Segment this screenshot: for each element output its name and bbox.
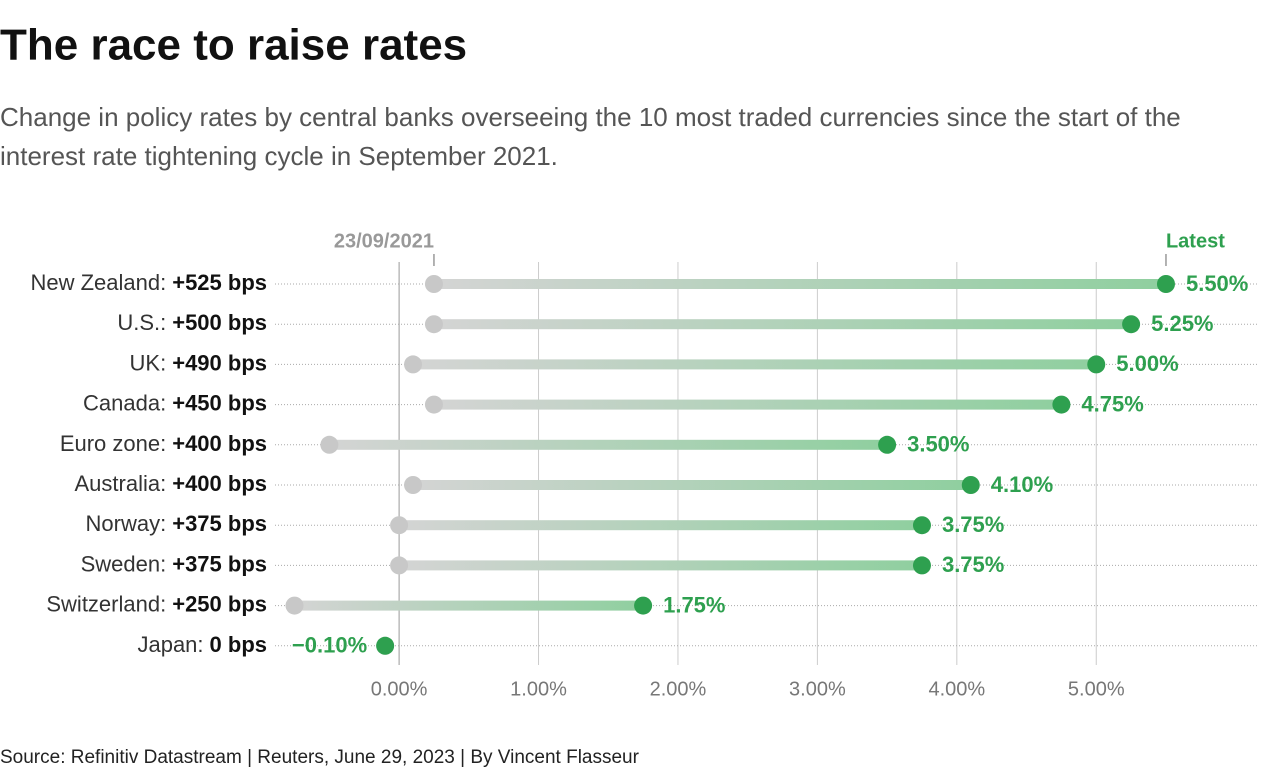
category-name: U.S.:	[117, 310, 166, 335]
value-label: 5.00%	[1116, 351, 1178, 376]
start-dot	[320, 435, 339, 454]
change-label: +500 bps	[172, 310, 267, 335]
chart-subtitle: interest rate tightening cycle in Septem…	[0, 141, 558, 171]
x-tick-label: 3.00%	[789, 678, 846, 700]
legend-label: Latest	[1166, 230, 1225, 252]
x-tick-label: 2.00%	[650, 678, 707, 700]
source-note: Source: Refinitiv Datastream | Reuters, …	[0, 747, 640, 768]
value-label: −0.10%	[292, 633, 367, 658]
category-name: Norway:	[86, 511, 167, 536]
end-dot	[1122, 315, 1141, 334]
end-dot	[878, 435, 897, 454]
category-label: Euro zone: +400 bps	[60, 431, 267, 456]
connector	[413, 480, 971, 490]
start-dot	[424, 275, 443, 293]
start-dot	[404, 355, 423, 374]
change-label: +400 bps	[172, 431, 267, 456]
start-dot	[404, 476, 423, 494]
value-label: 4.10%	[991, 472, 1053, 497]
end-dot	[1156, 275, 1175, 293]
change-label: +490 bps	[172, 350, 267, 375]
connector	[399, 520, 922, 531]
change-label: +375 bps	[172, 511, 267, 536]
connector	[413, 359, 1097, 370]
category-label: Japan: 0 bps	[137, 632, 267, 657]
category-label: Australia: +400 bps	[75, 471, 268, 496]
change-label: +375 bps	[172, 551, 267, 576]
end-dot	[376, 636, 395, 655]
connector	[294, 600, 644, 611]
value-label: 1.75%	[663, 592, 725, 617]
x-tick-label: 4.00%	[928, 678, 985, 700]
connector	[329, 439, 888, 450]
start-dot	[424, 315, 443, 334]
change-label: +450 bps	[172, 390, 267, 415]
category-name: Euro zone:	[60, 431, 166, 456]
chart-title: The race to raise rates	[0, 21, 467, 70]
x-tick-label: 1.00%	[510, 678, 567, 700]
category-name: Japan:	[137, 632, 203, 657]
end-dot	[912, 516, 931, 535]
value-label: 3.50%	[907, 432, 969, 457]
chart-subtitle: Change in policy rates by central banks …	[0, 102, 1181, 132]
legend-label: 23/09/2021	[334, 230, 434, 252]
connector	[399, 560, 922, 571]
category-name: Sweden:	[81, 551, 167, 576]
change-label: +525 bps	[172, 270, 267, 295]
category-label: Norway: +375 bps	[86, 511, 267, 536]
connector	[433, 319, 1132, 330]
start-dot	[424, 395, 443, 414]
value-label: 4.75%	[1081, 391, 1143, 416]
category-name: Switzerland:	[46, 591, 166, 616]
category-name: UK:	[130, 350, 167, 375]
value-label: 3.75%	[942, 552, 1004, 577]
end-dot	[1087, 355, 1106, 374]
end-dot	[1052, 395, 1071, 414]
category-name: Australia:	[75, 471, 167, 496]
category-label: Switzerland: +250 bps	[46, 591, 267, 616]
value-label: 5.50%	[1186, 271, 1248, 296]
category-label: U.S.: +500 bps	[117, 310, 267, 335]
end-dot	[961, 476, 980, 494]
x-tick-label: 0.00%	[371, 678, 428, 700]
x-tick-label: 5.00%	[1068, 678, 1125, 700]
start-dot	[390, 516, 409, 535]
connector	[433, 399, 1062, 410]
category-label: Sweden: +375 bps	[81, 551, 267, 576]
change-label: +400 bps	[172, 471, 267, 496]
category-label: New Zealand: +525 bps	[30, 270, 267, 295]
value-label: 3.75%	[942, 512, 1004, 537]
value-label: 5.25%	[1151, 311, 1213, 336]
start-dot	[390, 556, 409, 575]
start-dot	[285, 596, 304, 615]
category-name: Canada:	[83, 390, 166, 415]
end-dot	[634, 596, 653, 615]
category-label: UK: +490 bps	[130, 350, 267, 375]
connector	[433, 279, 1166, 289]
change-label: 0 bps	[210, 632, 267, 657]
category-name: New Zealand:	[30, 270, 166, 295]
end-dot	[912, 556, 931, 575]
change-label: +250 bps	[172, 591, 267, 616]
category-label: Canada: +450 bps	[83, 390, 267, 415]
